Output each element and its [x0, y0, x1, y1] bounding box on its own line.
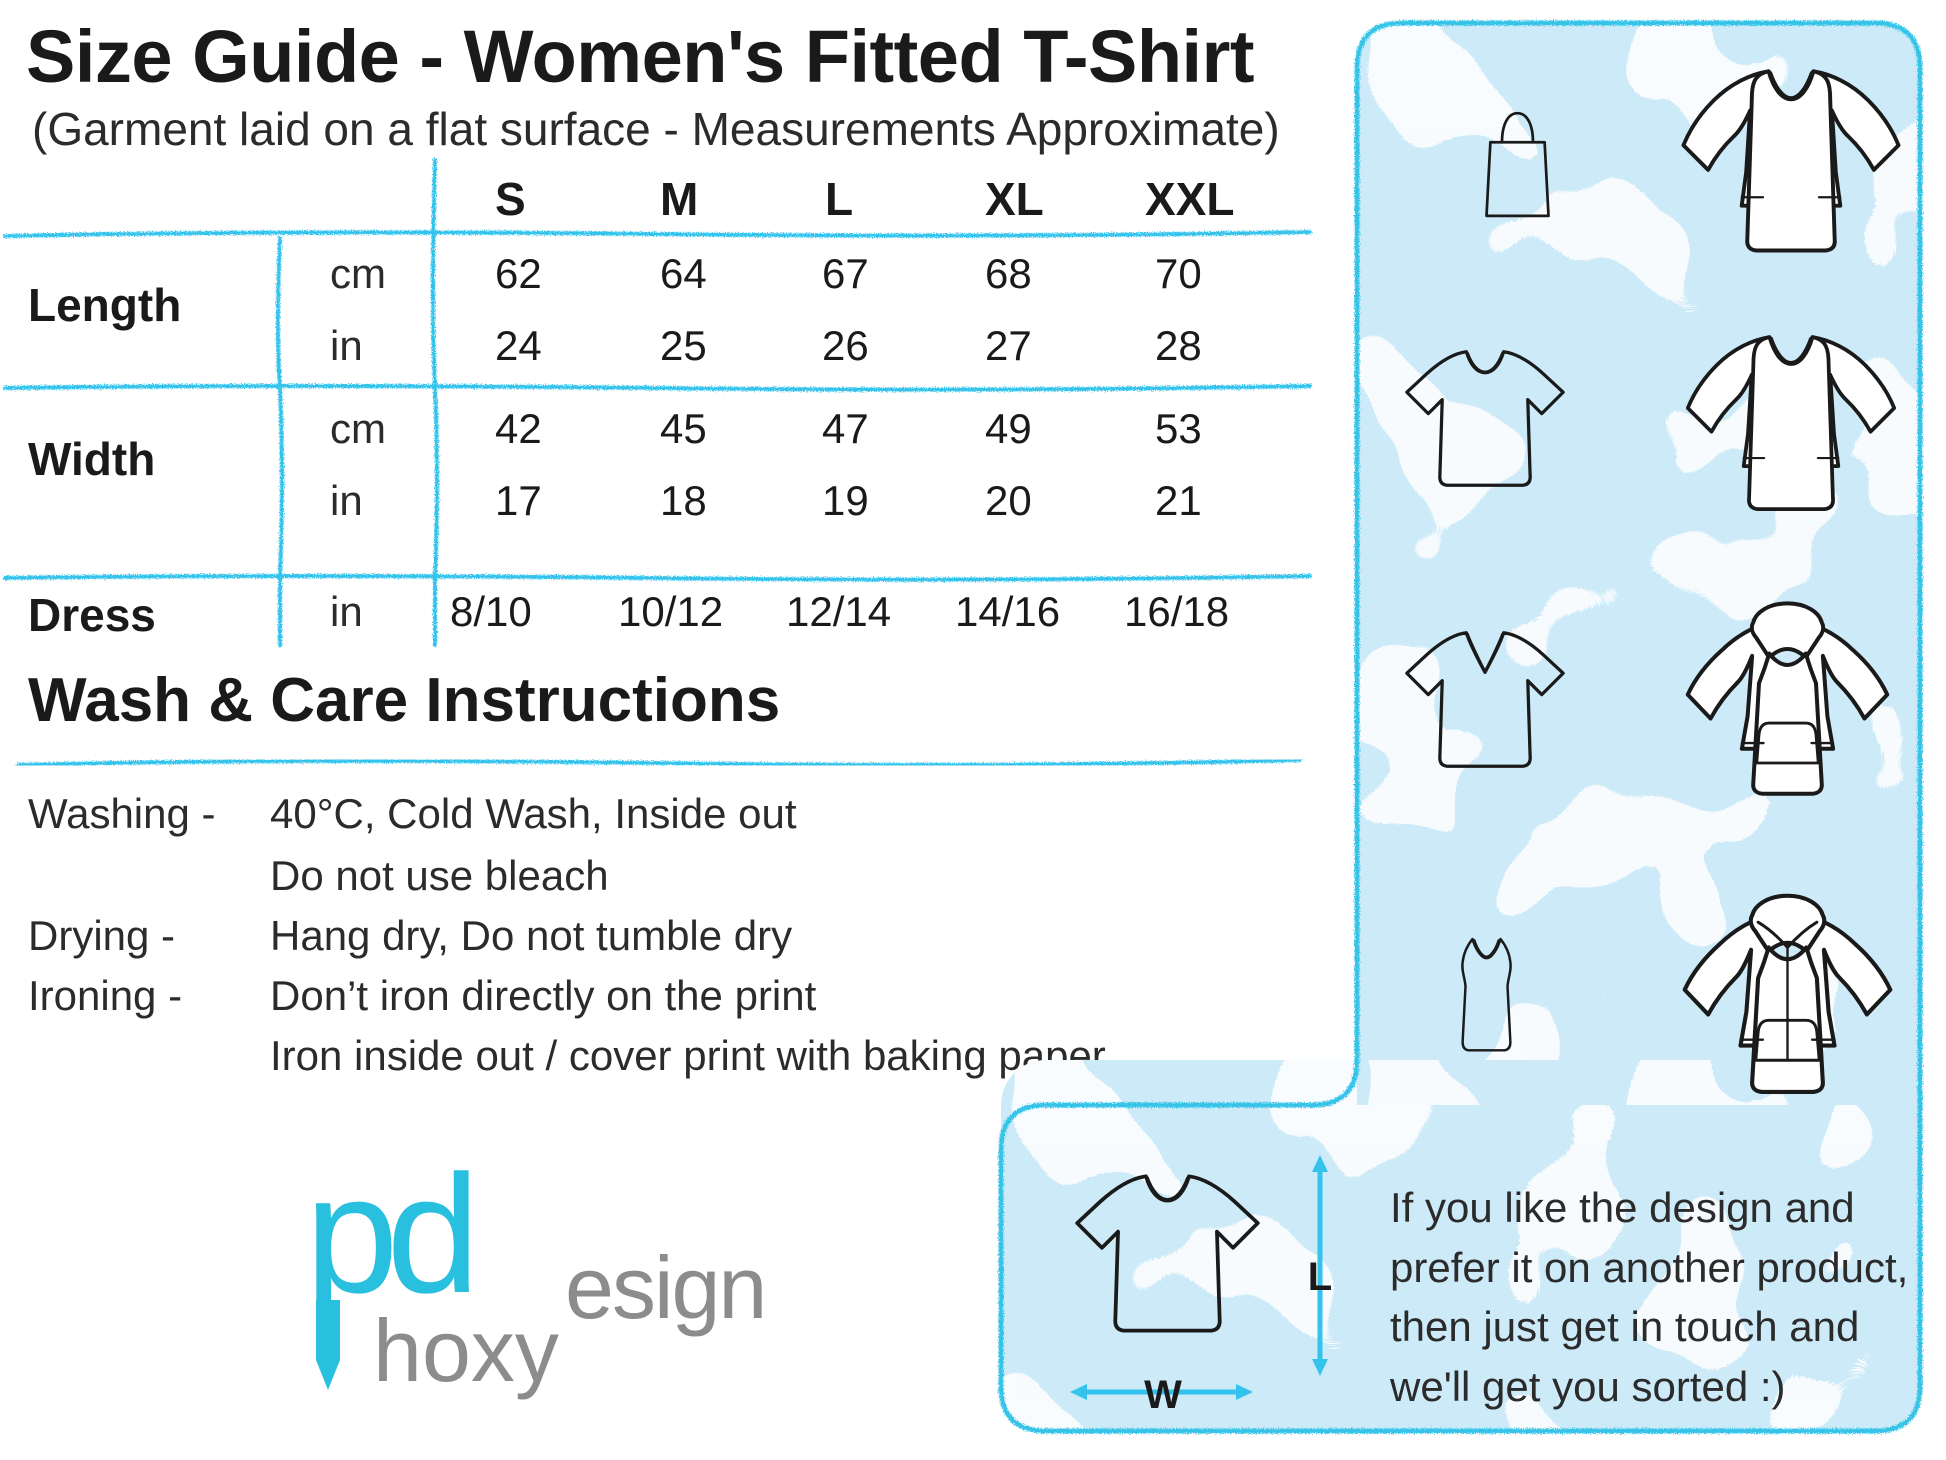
- svg-text:L: L: [1308, 1255, 1332, 1299]
- svg-text:W: W: [1144, 1373, 1182, 1417]
